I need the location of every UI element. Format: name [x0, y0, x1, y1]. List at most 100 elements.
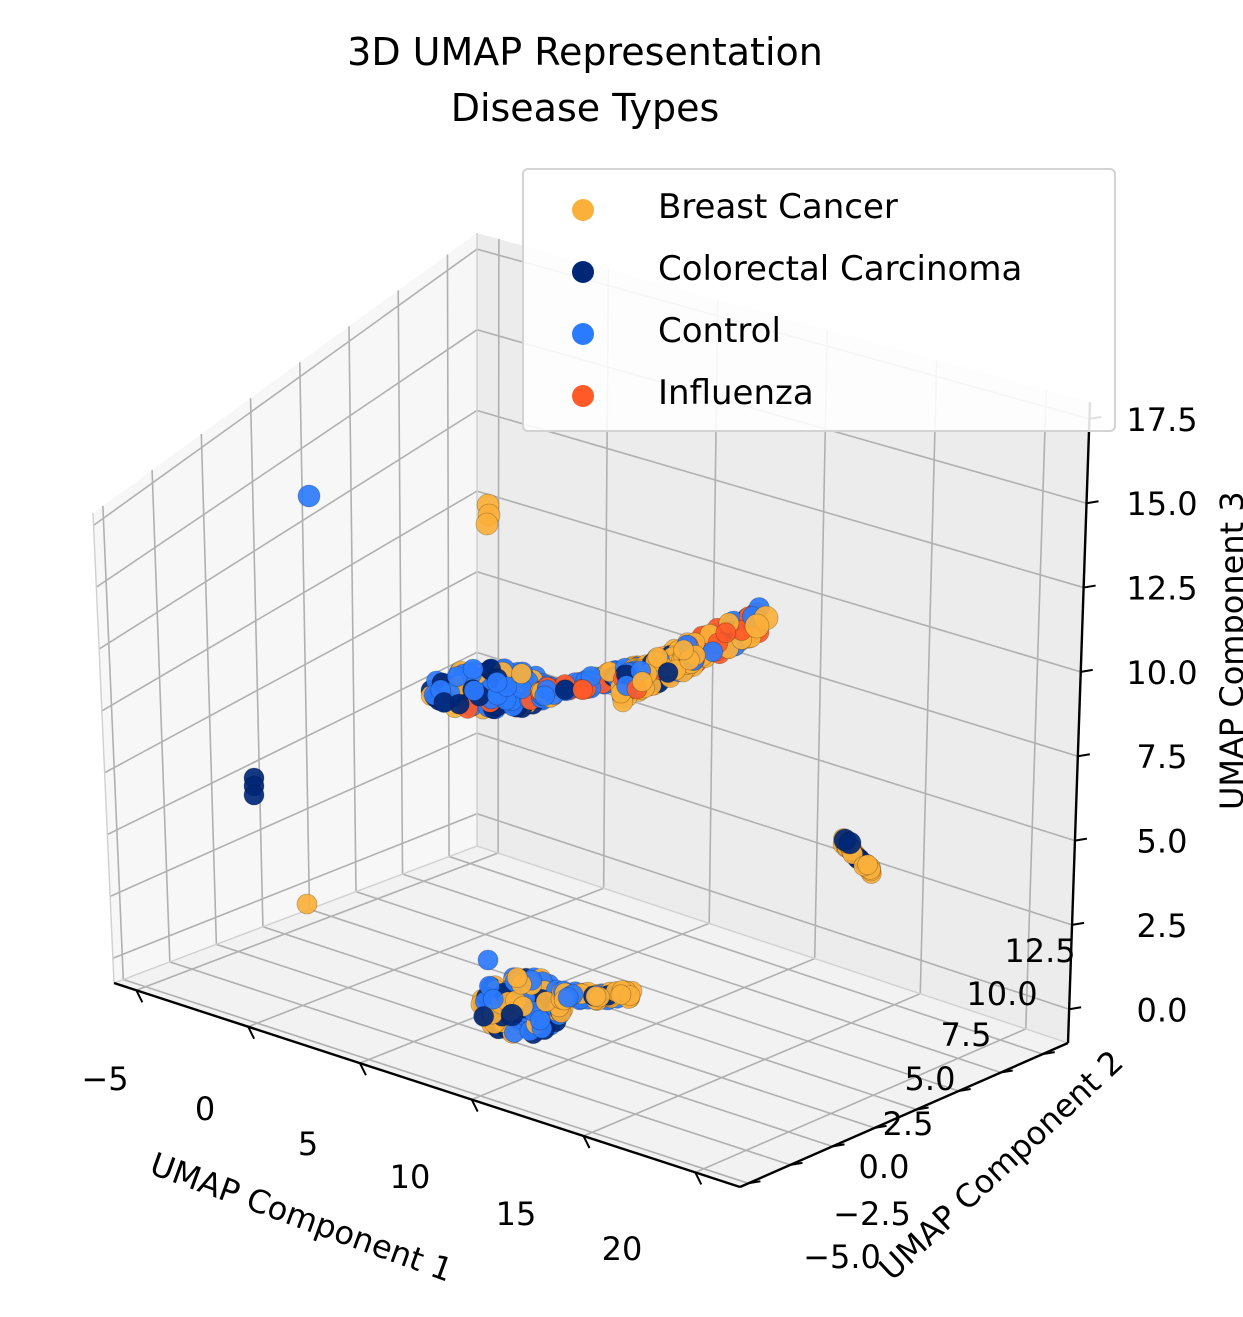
data-point	[511, 663, 532, 684]
x-tick-label: −5	[81, 1060, 128, 1098]
data-point	[657, 662, 679, 683]
x-tick-label: 5	[298, 1125, 318, 1163]
back-pane	[477, 233, 1090, 1043]
legend-label: Control	[658, 311, 781, 351]
data-point	[744, 613, 770, 639]
data-point	[554, 679, 576, 701]
y-tick-label: 0.0	[859, 1148, 910, 1186]
legend-marker	[572, 385, 594, 407]
y-tick-label: −2.5	[833, 1195, 911, 1233]
data-point	[486, 671, 508, 693]
legend-item-influenza: Influenza	[524, 361, 1118, 423]
z-tick-mark	[1086, 500, 1099, 505]
data-point	[534, 685, 556, 707]
data-point	[243, 784, 265, 806]
data-point	[529, 1009, 551, 1031]
z-tick-label: 10.0	[1126, 654, 1197, 692]
data-point	[477, 949, 499, 971]
y-tick-label: 7.5	[941, 1016, 992, 1054]
y-axis-line	[739, 1041, 1069, 1189]
data-point	[506, 967, 528, 989]
z-tick-label: 15.0	[1126, 485, 1197, 523]
z-tick-label: 5.0	[1137, 823, 1188, 861]
legend-marker	[572, 323, 594, 345]
x-tick-mark	[582, 1135, 591, 1149]
chart-subtitle: Disease Types	[450, 86, 720, 130]
data-point	[463, 680, 485, 701]
legend-label: Colorectal Carcinoma	[658, 249, 1023, 289]
pane-edge	[113, 845, 478, 984]
legend-item-colorectal-carcinoma: Colorectal Carcinoma	[524, 237, 1118, 299]
x-tick-label: 15	[496, 1195, 537, 1233]
y-tick-label: 5.0	[905, 1060, 956, 1098]
data-point	[473, 1006, 495, 1027]
data-point	[647, 647, 669, 668]
data-point	[838, 831, 862, 855]
legend-label: Breast Cancer	[658, 187, 898, 227]
data-point	[857, 854, 878, 876]
z-tick-label: 17.5	[1126, 401, 1197, 439]
data-point	[585, 986, 607, 1007]
legend-item-control: Control	[524, 299, 1118, 361]
y-tick-mark	[1000, 1069, 1013, 1074]
y-tick-mark	[832, 1143, 845, 1148]
y-tick-label: −5.0	[803, 1238, 881, 1276]
data-point	[631, 671, 653, 693]
data-point	[297, 484, 321, 508]
z-tick-mark	[1068, 1006, 1082, 1011]
x-tick-mark	[359, 1062, 367, 1076]
y-tick-label: 12.5	[1004, 932, 1075, 970]
x-tick-label: 20	[602, 1230, 643, 1268]
z-tick-label: 7.5	[1137, 738, 1188, 776]
z-tick-label: 0.0	[1137, 991, 1188, 1029]
y-tick-mark	[748, 1180, 761, 1185]
data-point	[482, 988, 504, 1010]
chart-title: 3D UMAP Representation	[347, 30, 823, 74]
z-tick-mark	[1071, 921, 1085, 926]
z-tick-mark	[1074, 837, 1088, 842]
z-tick-label: 2.5	[1137, 907, 1188, 945]
z-tick-label: 12.5	[1126, 570, 1197, 608]
legend-item-breast-cancer: Breast Cancer	[524, 175, 1118, 237]
data-points	[243, 484, 882, 1044]
data-point	[475, 512, 499, 536]
y-tick-label: 2.5	[883, 1105, 934, 1143]
pane-edge	[476, 845, 1069, 1044]
data-point	[702, 641, 724, 663]
data-point	[673, 639, 694, 661]
z-axis-line	[1066, 401, 1092, 1044]
z-tick-mark	[1083, 584, 1096, 589]
axis-panes	[93, 233, 1090, 1187]
x-tick-mark	[694, 1171, 703, 1185]
x-tick-mark	[247, 1026, 256, 1040]
axis-lines	[113, 401, 1092, 1189]
legend-label: Influenza	[658, 373, 814, 413]
left-pane	[93, 233, 477, 983]
data-point	[557, 986, 579, 1008]
grid-lines	[92, 233, 1091, 1185]
x-tick-mark	[470, 1099, 479, 1113]
y-tick-mark	[790, 1161, 803, 1166]
data-point	[500, 1003, 524, 1027]
x-tick-label: 10	[390, 1158, 431, 1196]
y-tick-mark	[1042, 1051, 1055, 1056]
floor-pane	[114, 846, 1068, 1187]
y-tick-label: 10.0	[966, 975, 1037, 1013]
data-point	[572, 679, 594, 701]
data-point	[715, 622, 737, 644]
data-point	[462, 658, 484, 680]
legend: Breast Cancer Colorectal Carcinoma Contr…	[522, 168, 1116, 432]
y-tick-mark	[874, 1124, 887, 1129]
data-point	[296, 893, 318, 915]
legend-marker	[572, 199, 594, 221]
y-tick-mark	[958, 1088, 971, 1092]
x-tick-mark	[135, 989, 144, 1003]
legend-marker	[572, 261, 594, 283]
z-axis-label: UMAP Component 3	[1213, 491, 1243, 810]
y-tick-mark	[916, 1106, 929, 1111]
x-axis-line	[113, 981, 741, 1189]
z-tick-mark	[1080, 668, 1093, 673]
data-point	[610, 984, 632, 1006]
